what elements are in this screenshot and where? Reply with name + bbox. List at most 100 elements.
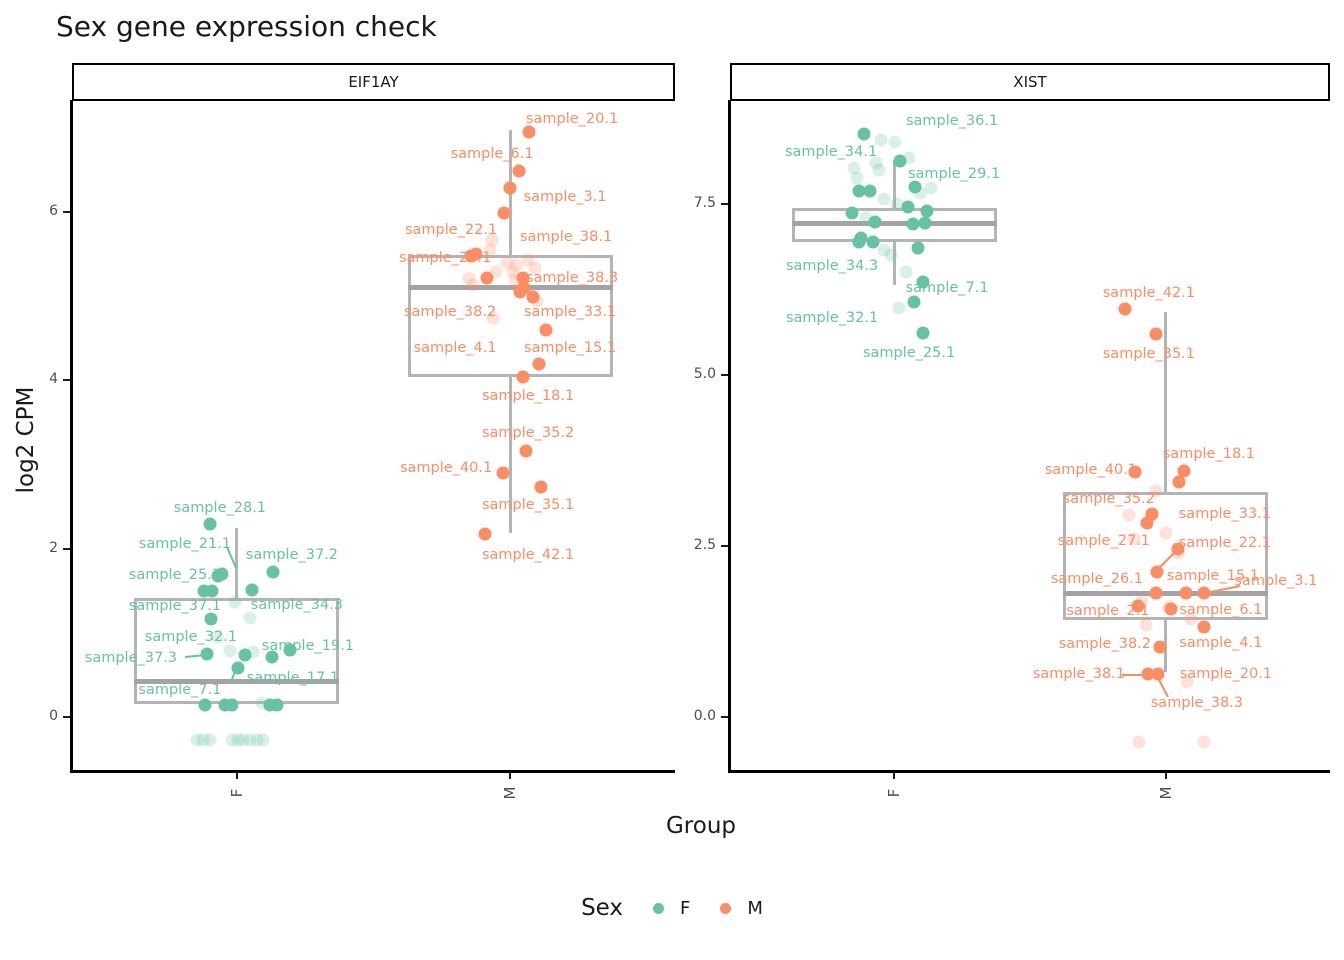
facet-strip-label: XIST (1013, 73, 1047, 91)
sample-label: sample_40.1 (399, 459, 493, 476)
boxplot-whisker-lower (892, 241, 896, 285)
legend-title: Sex (581, 895, 624, 921)
data-point-faint (1139, 618, 1153, 632)
data-point (920, 204, 934, 218)
data-point (522, 125, 536, 139)
x-axis-tick (235, 772, 238, 779)
data-point (231, 661, 245, 675)
sample-label: sample_3.1 (523, 188, 607, 205)
sample-label: sample_27.1 (1057, 533, 1151, 550)
data-point-faint (869, 156, 883, 170)
sample-label: sample_26.1 (1050, 570, 1144, 587)
data-point (1171, 542, 1185, 556)
boxplot-median (407, 285, 613, 291)
data-point (1118, 302, 1132, 316)
sample-label: sample_32.1 (785, 310, 879, 327)
data-point (1153, 640, 1167, 654)
data-point (534, 480, 548, 494)
data-point (519, 444, 533, 458)
sample-label: sample_6.1 (1179, 602, 1263, 619)
data-point (1197, 586, 1211, 599)
plot-title: Sex gene expression check (56, 10, 437, 43)
data-point-faint (850, 171, 864, 185)
sample-label: sample_15.1 (1166, 568, 1260, 585)
data-point-faint (1132, 735, 1146, 749)
data-point-faint (210, 630, 224, 644)
data-point (918, 216, 932, 230)
legend-item-f: F (653, 898, 690, 919)
sample-label: sample_42.1 (481, 547, 575, 564)
data-point (1197, 620, 1211, 634)
y-axis-tick (721, 716, 728, 718)
data-point-faint (223, 644, 237, 658)
data-point-faint (884, 248, 898, 262)
sample-label: sample_37.1 (128, 597, 222, 614)
data-point (211, 569, 225, 583)
legend-label-f: F (680, 897, 691, 919)
data-point (516, 370, 530, 384)
data-point (200, 647, 214, 661)
data-point-faint (1159, 526, 1173, 540)
sample-label: sample_38.3 (1150, 695, 1244, 712)
x-axis-line (70, 770, 675, 773)
sample-label: sample_38.1 (1032, 665, 1126, 682)
data-point-faint (250, 733, 264, 747)
data-point-faint (521, 253, 535, 267)
data-point (513, 285, 527, 299)
sample-label: sample_34.3 (785, 258, 879, 275)
data-point (863, 184, 877, 198)
sample-label: sample_36.1 (905, 113, 999, 130)
data-point-faint (196, 733, 210, 747)
sample-label: sample_35.2 (1062, 490, 1156, 507)
data-point (893, 154, 907, 168)
data-point (205, 584, 219, 598)
data-point (496, 466, 510, 480)
data-point (852, 184, 866, 198)
facet-strip-xist: XIST (730, 63, 1330, 101)
data-point-faint (899, 265, 913, 279)
x-axis-line (728, 770, 1330, 773)
data-point (270, 698, 284, 712)
data-point (539, 323, 553, 337)
x-axis-tick (509, 772, 512, 779)
sample-label: sample_38.2 (403, 304, 497, 321)
sample-label: sample_35.1 (481, 496, 575, 513)
data-point (1141, 667, 1155, 681)
boxplot-box (407, 254, 613, 377)
data-point-faint (231, 733, 245, 747)
legend: Sex F M (0, 884, 1344, 932)
boxplot-whisker-upper (235, 527, 239, 599)
sample-label: sample_15.1 (523, 340, 617, 357)
sample-label: sample_34.3 (250, 597, 344, 614)
sample-label: sample_18.1 (1162, 445, 1256, 462)
data-point (868, 215, 882, 229)
y-axis-tick-label: 2.5 (693, 537, 716, 553)
y-axis-tick-label: 7.5 (693, 195, 716, 211)
data-point-faint (1149, 484, 1163, 498)
data-point (911, 241, 925, 255)
data-point-faint (236, 733, 250, 747)
data-point-faint (462, 271, 476, 285)
data-point (480, 271, 494, 285)
data-point-faint (877, 243, 891, 257)
data-point (464, 249, 478, 263)
y-axis-tick-label: 2 (49, 539, 58, 556)
data-point (1145, 507, 1159, 521)
data-point-faint (228, 595, 242, 609)
data-point (497, 206, 511, 220)
boxplot-box (1063, 491, 1269, 620)
sample-label: sample_33.1 (523, 304, 617, 321)
data-point (907, 295, 921, 309)
sample-label: sample_25.1 (128, 566, 222, 583)
data-point (901, 200, 915, 214)
data-point (1179, 586, 1193, 600)
legend-label-m: M (747, 897, 763, 919)
data-point (1149, 327, 1163, 341)
sample-label: sample_37.2 (245, 547, 339, 564)
data-point-faint (1127, 532, 1141, 546)
sample-label: sample_32.1 (144, 629, 238, 646)
sample-label: sample_20.1 (525, 111, 619, 128)
data-point (857, 127, 871, 141)
x-axis-tick (1164, 772, 1167, 779)
y-axis-line (728, 100, 731, 772)
